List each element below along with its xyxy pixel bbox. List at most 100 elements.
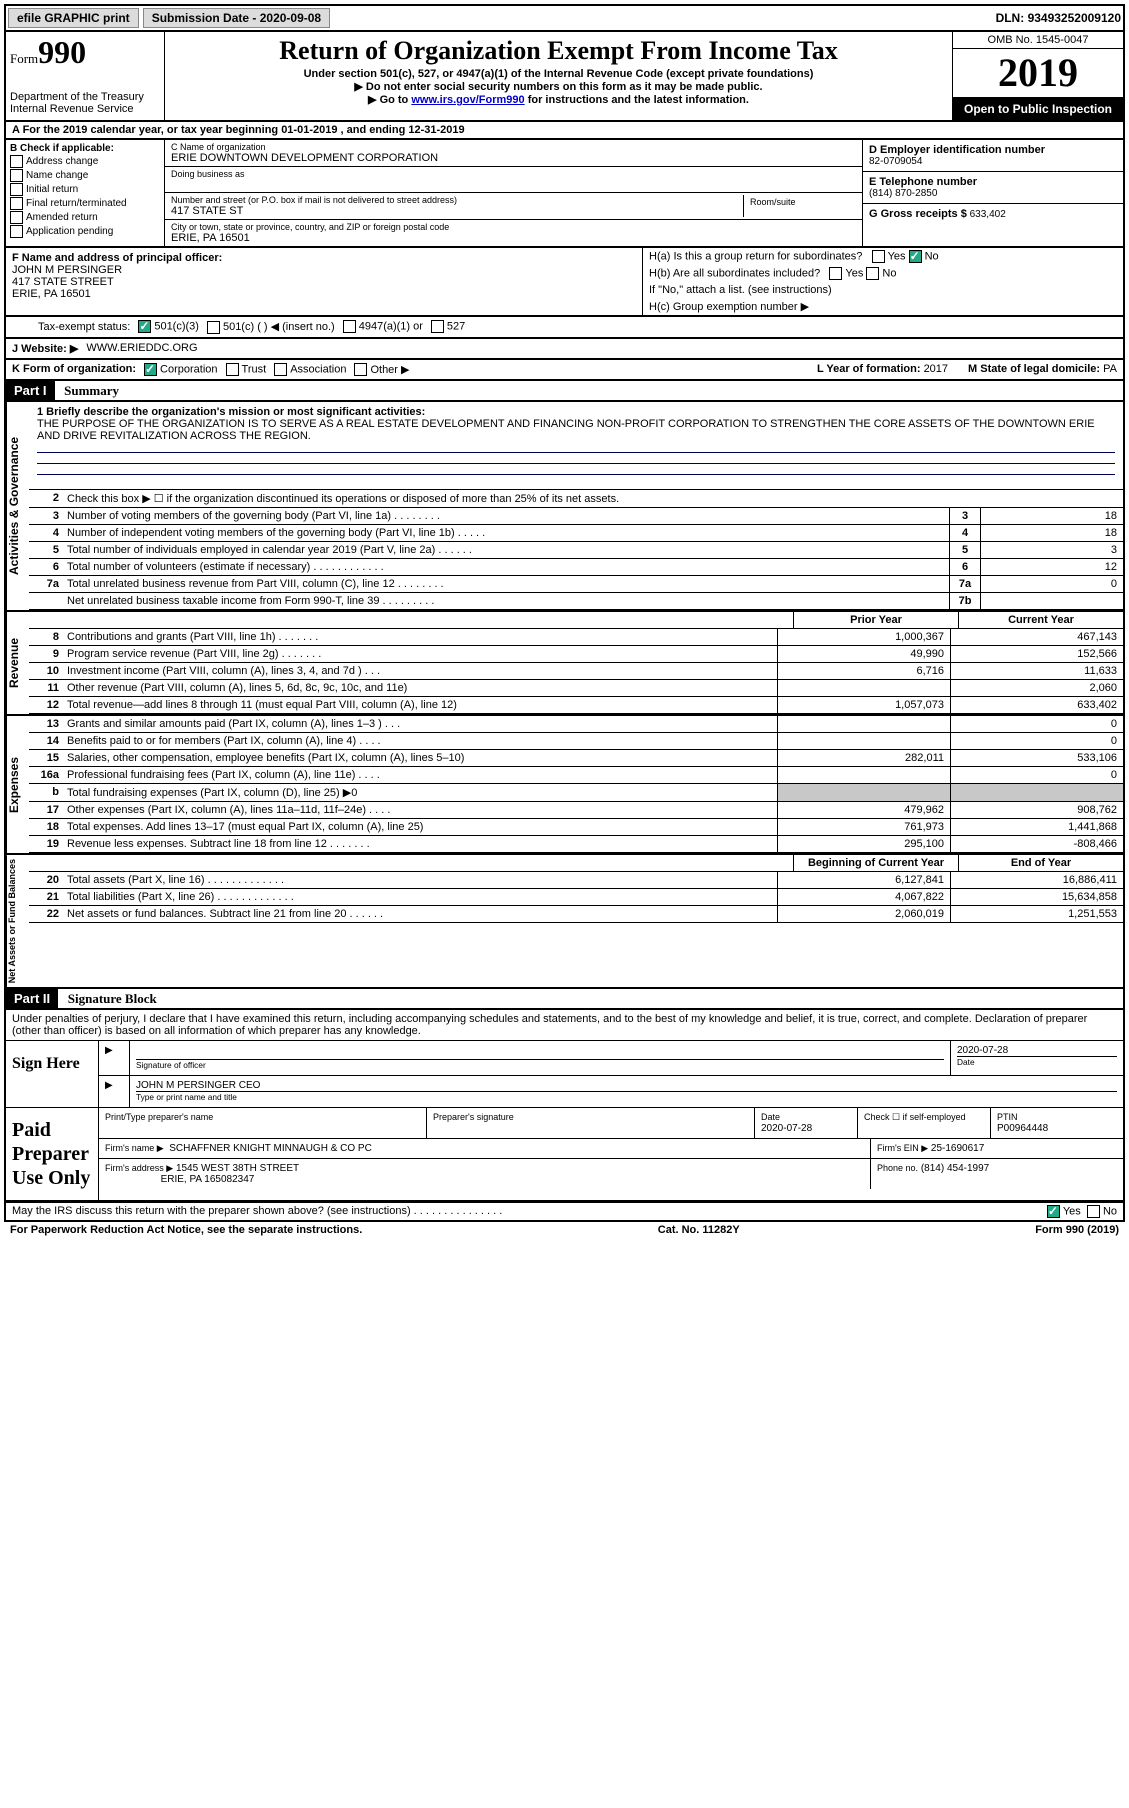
cb-address[interactable]: Address change	[10, 155, 160, 168]
phone-cell: E Telephone number (814) 870-2850	[863, 172, 1123, 204]
end-year-header: End of Year	[958, 855, 1123, 871]
hb-note: If "No," attach a list. (see instruction…	[643, 282, 1123, 298]
part1-title: Part I Summary	[4, 381, 1125, 402]
officer-addr2: ERIE, PA 16501	[12, 288, 91, 300]
domicile-value: PA	[1103, 363, 1117, 375]
efile-button[interactable]: efile GRAPHIC print	[8, 8, 139, 28]
prep-phone-label: Phone no.	[877, 1163, 918, 1173]
data-line: 17Other expenses (Part IX, column (A), l…	[29, 802, 1123, 819]
line2-desc: Check this box ▶ ☐ if the organization d…	[63, 490, 1123, 507]
dln-value: 93493252009120	[1028, 11, 1121, 25]
data-line: 19Revenue less expenses. Subtract line 1…	[29, 836, 1123, 853]
orgform-other[interactable]: Other ▶	[354, 363, 409, 377]
orgform-trust-label: Trust	[242, 363, 267, 375]
na-label: Net Assets or Fund Balances	[6, 855, 29, 987]
gov-line: Net unrelated business taxable income fr…	[29, 593, 1123, 610]
department-label: Department of the Treasury Internal Reve…	[10, 91, 160, 115]
city-label: City or town, state or province, country…	[171, 222, 856, 232]
firm-ein: 25-1690617	[931, 1143, 984, 1154]
status-501c3[interactable]: 501(c)(3)	[138, 320, 199, 333]
current-year-header: Current Year	[958, 612, 1123, 628]
orgform-assoc[interactable]: Association	[274, 363, 346, 376]
data-line: 11Other revenue (Part VIII, column (A), …	[29, 680, 1123, 697]
city-cell: City or town, state or province, country…	[165, 220, 862, 246]
hc-label: H(c) Group exemption number ▶	[643, 298, 1123, 315]
form-footer: Form 990 (2019)	[1035, 1224, 1119, 1236]
header-right: OMB No. 1545-0047 2019 Open to Public In…	[952, 32, 1123, 120]
status-501c[interactable]: 501(c) ( ) ◀ (insert no.)	[207, 320, 335, 334]
phone-label: E Telephone number	[869, 176, 977, 188]
data-line: 10Investment income (Part VIII, column (…	[29, 663, 1123, 680]
status-4947-label: 4947(a)(1) or	[359, 321, 423, 333]
status-501c-label: 501(c) ( ) ◀ (insert no.)	[223, 321, 335, 333]
data-line: 12Total revenue—add lines 8 through 11 (…	[29, 697, 1123, 714]
hb-label: H(b) Are all subordinates included?	[649, 267, 820, 279]
expenses-section: Expenses 13Grants and similar amounts pa…	[4, 716, 1125, 855]
cb-amended[interactable]: Amended return	[10, 211, 160, 224]
dba-label: Doing business as	[171, 169, 856, 179]
receipts-label: G Gross receipts $	[869, 208, 967, 220]
form-number: Form990	[10, 34, 160, 71]
sub3-post: for instructions and the latest informat…	[525, 94, 749, 106]
cat-no: Cat. No. 11282Y	[658, 1224, 740, 1236]
cb-pending[interactable]: Application pending	[10, 225, 160, 238]
top-bar: efile GRAPHIC print Submission Date - 20…	[4, 4, 1125, 32]
data-line: 14Benefits paid to or for members (Part …	[29, 733, 1123, 750]
cb-initial[interactable]: Initial return	[10, 183, 160, 196]
data-line: 18Total expenses. Add lines 13–17 (must …	[29, 819, 1123, 836]
discuss-yes[interactable]: Yes	[1047, 1205, 1081, 1218]
orgform-corp[interactable]: Corporation	[144, 363, 217, 376]
officer-addr1: 417 STATE STREET	[12, 276, 114, 288]
box-c: C Name of organization ERIE DOWNTOWN DEV…	[165, 140, 862, 246]
firm-ein-label: Firm's EIN ▶	[877, 1143, 928, 1153]
form990-link[interactable]: www.irs.gov/Form990	[411, 94, 524, 106]
officer-signature[interactable]: Signature of officer	[130, 1041, 951, 1075]
ein-value: 82-0709054	[869, 156, 922, 167]
submission-button[interactable]: Submission Date - 2020-09-08	[143, 8, 330, 28]
cb-final[interactable]: Final return/terminated	[10, 197, 160, 210]
officer-label: F Name and address of principal officer:	[12, 252, 222, 264]
status-label: Tax-exempt status:	[38, 321, 130, 333]
firm-addr2: ERIE, PA 165082347	[161, 1174, 255, 1185]
meta-row: B Check if applicable: Address change Na…	[4, 140, 1125, 248]
mission-label: 1 Briefly describe the organization's mi…	[37, 406, 425, 418]
form-number-big: 990	[38, 34, 86, 70]
cb-pending-label: Application pending	[26, 226, 113, 237]
subtitle-3: ▶ Go to www.irs.gov/Form990 for instruct…	[171, 93, 946, 106]
mission-text: THE PURPOSE OF THE ORGANIZATION IS TO SE…	[37, 418, 1095, 442]
box-deg: D Employer identification number 82-0709…	[862, 140, 1123, 246]
self-emp-label: Check ☐ if self-employed	[864, 1112, 966, 1122]
preparer-block: Paid Preparer Use Only Print/Type prepar…	[6, 1107, 1123, 1200]
discuss-row: May the IRS discuss this return with the…	[4, 1202, 1125, 1222]
website-row: J Website: ▶ WWW.ERIEDDC.ORG	[4, 339, 1125, 360]
netassets-section: Net Assets or Fund Balances Beginning of…	[4, 855, 1125, 989]
room-label: Room/suite	[750, 197, 850, 207]
omb-number: OMB No. 1545-0047	[953, 32, 1123, 49]
discuss-no[interactable]: No	[1087, 1205, 1117, 1218]
prep-sig-label: Preparer's signature	[433, 1112, 514, 1122]
paid-preparer-label: Paid Preparer Use Only	[6, 1108, 99, 1200]
status-527-label: 527	[447, 321, 465, 333]
status-527[interactable]: 527	[431, 320, 465, 333]
tax-year: 2019	[953, 49, 1123, 98]
orgform-corp-label: Corporation	[160, 363, 217, 375]
gov-line: 6Total number of volunteers (estimate if…	[29, 559, 1123, 576]
sig-date-cell: 2020-07-28 Date	[951, 1041, 1123, 1075]
addr-cell: Number and street (or P.O. box if mail i…	[165, 193, 862, 220]
cb-name[interactable]: Name change	[10, 169, 160, 182]
prior-year-header: Prior Year	[793, 612, 958, 628]
cb-amended-label: Amended return	[26, 212, 98, 223]
header-center: Return of Organization Exempt From Incom…	[165, 32, 952, 120]
receipts-value: 633,402	[970, 209, 1006, 220]
firm-addr1: 1545 WEST 38TH STREET	[176, 1163, 299, 1174]
orgform-trust[interactable]: Trust	[226, 363, 267, 376]
gov-line: 4Number of independent voting members of…	[29, 525, 1123, 542]
officer-name: JOHN M PERSINGER	[12, 264, 122, 276]
rev-label: Revenue	[6, 612, 29, 714]
officer-name-cell: JOHN M PERSINGER CEO Type or print name …	[130, 1076, 1123, 1107]
na-header: Beginning of Current Year End of Year	[29, 855, 1123, 872]
fh-row: F Name and address of principal officer:…	[4, 248, 1125, 317]
status-4947[interactable]: 4947(a)(1) or	[343, 320, 423, 333]
prep-name-label: Print/Type preparer's name	[105, 1112, 213, 1122]
cb-initial-label: Initial return	[26, 184, 78, 195]
